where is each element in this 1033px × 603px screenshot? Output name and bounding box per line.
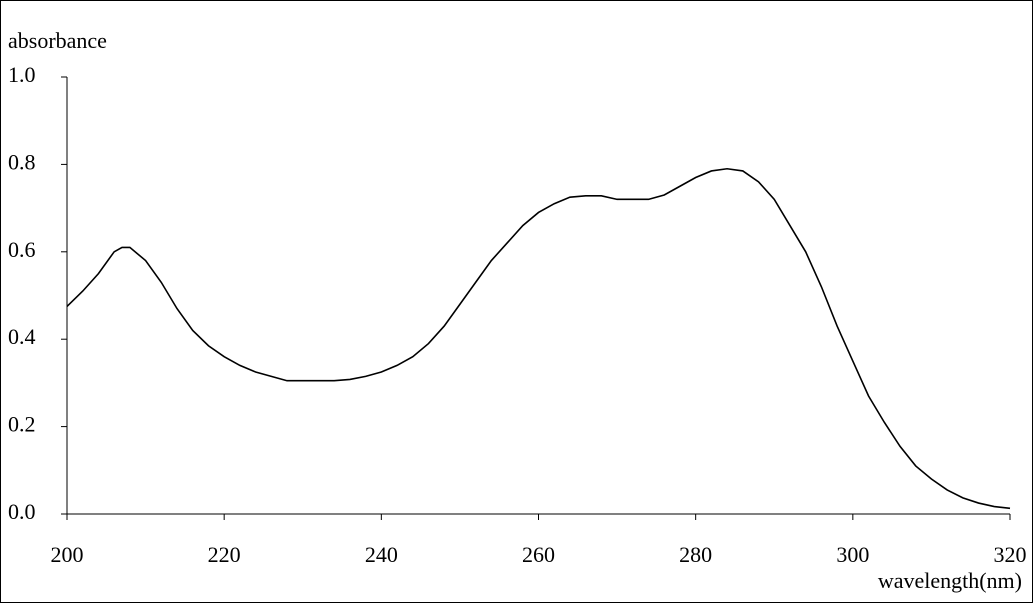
x-tick-label: 200 xyxy=(51,542,84,567)
y-axis-label: absorbance xyxy=(8,28,107,53)
x-tick-label: 300 xyxy=(836,542,869,567)
x-tick-label: 260 xyxy=(522,542,555,567)
x-axis-label: wavelength(nm) xyxy=(878,568,1022,593)
x-tick-label: 240 xyxy=(365,542,398,567)
x-tick-label: 320 xyxy=(994,542,1027,567)
y-tick-label: 0.6 xyxy=(8,237,36,262)
x-tick-label: 220 xyxy=(208,542,241,567)
y-tick-label: 0.2 xyxy=(8,412,36,437)
data-line xyxy=(66,167,1011,510)
y-tick-label: 0.0 xyxy=(8,499,36,524)
x-tick-label: 280 xyxy=(679,542,712,567)
y-tick-label: 0.4 xyxy=(8,324,36,349)
y-tick-label: 0.8 xyxy=(8,149,36,174)
y-tick-label: 1.0 xyxy=(8,62,36,87)
